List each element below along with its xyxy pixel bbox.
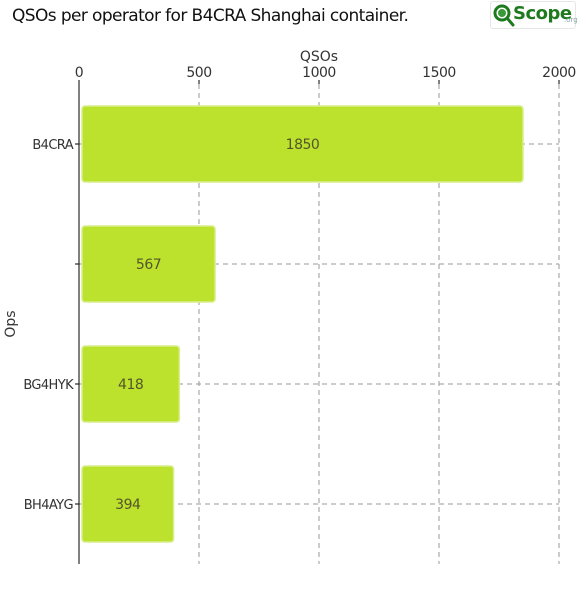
x-tick-label: 500 (186, 65, 211, 81)
bar-value-label: 418 (118, 377, 143, 393)
y-tick-label: BG4HYK (23, 378, 74, 393)
logo-brand-text: Scope (513, 3, 572, 24)
y-tick-label: BH4AYG (24, 498, 73, 513)
bar (81, 345, 181, 423)
logo-tld-text: .org (564, 16, 578, 24)
bar-value-label: 1850 (286, 137, 320, 153)
x-axis-title: QSOs (300, 49, 338, 65)
magnifier-icon (493, 4, 515, 27)
qscope-logo: Scope .org (490, 1, 578, 29)
x-tick-label: 1500 (422, 65, 456, 81)
x-tick-label: 0 (75, 65, 83, 81)
chart-title: QSOs per operator for B4CRA Shanghai con… (12, 6, 409, 26)
bar-value-label: 567 (136, 257, 161, 273)
bar (81, 105, 524, 183)
bar (81, 465, 175, 543)
bar-value-label: 394 (115, 497, 141, 513)
x-tick-label: 1000 (302, 65, 336, 81)
bar (81, 225, 216, 303)
y-axis-title: Ops (3, 310, 19, 337)
y-tick-label: B4CRA (32, 138, 73, 153)
x-tick-label: 2000 (542, 65, 576, 81)
